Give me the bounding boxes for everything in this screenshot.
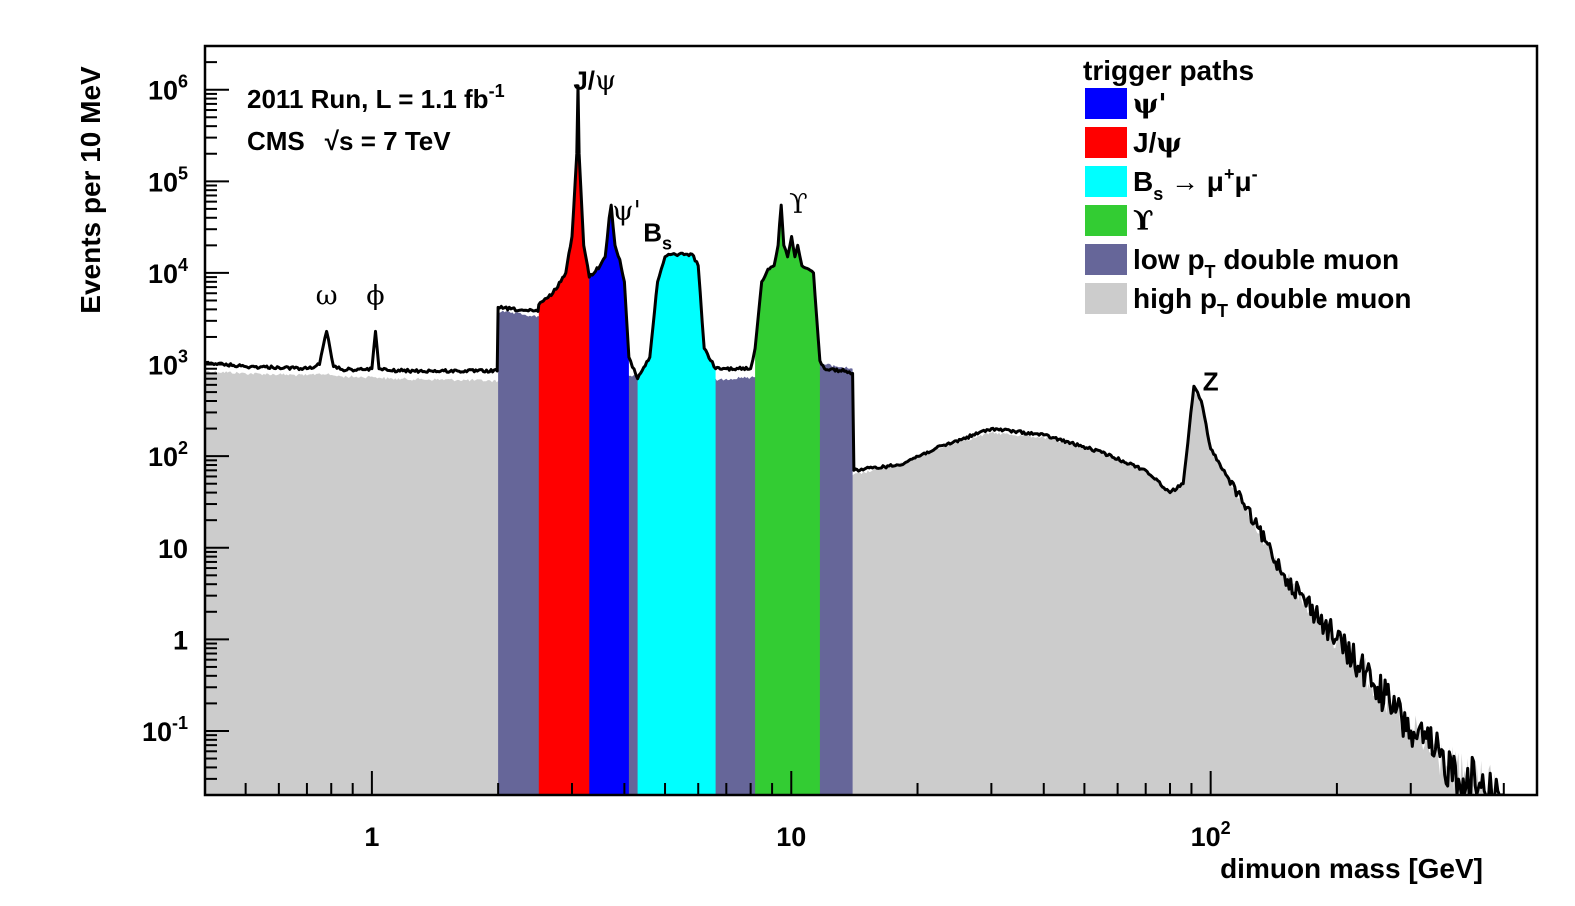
y-tick-label: 1	[173, 625, 188, 655]
peak-label-bs: Bs	[643, 218, 672, 254]
legend-label-6: high pT double muon	[1133, 283, 1412, 321]
series-area-	[755, 205, 820, 795]
y-tick-label: 106	[148, 72, 188, 106]
peak-label-phi: ϕ	[366, 281, 384, 312]
legend-label-5: low pT double muon	[1133, 244, 1399, 282]
legend-label-2: J/ψ	[1133, 127, 1182, 159]
x-axis-label: dimuon mass [GeV]	[1220, 853, 1483, 884]
info-box: 2011 Run, L = 1.1 fb-1 CMS √s = 7 TeV	[247, 81, 505, 156]
legend-swatch-5	[1085, 244, 1127, 275]
peak-label-upsilon: ϒ	[789, 189, 808, 220]
legend-swatch-4	[1085, 205, 1127, 236]
series-area-high-pt-double-muon	[205, 229, 1504, 795]
x-tick-label: 102	[1191, 818, 1231, 852]
x-tick-label: 10	[776, 822, 806, 852]
legend-label-1: ψ'	[1133, 89, 1167, 120]
legend-swatch-2	[1085, 127, 1127, 158]
legend-label-3: Bs → μ+μ-	[1133, 164, 1258, 204]
legend-swatch-6	[1085, 283, 1127, 314]
legend-title: trigger paths	[1083, 55, 1254, 86]
y-tick-label: 105	[148, 163, 188, 197]
legend-swatch-1	[1085, 88, 1127, 119]
peak-label-psiprime: ψ'	[612, 196, 641, 227]
series-area-	[589, 205, 629, 795]
x-tick-label: 1	[364, 822, 379, 852]
legend-label-4: ϒ	[1133, 206, 1154, 237]
y-axis-label: Events per 10 MeV	[75, 66, 106, 314]
cms-info: CMS √s = 7 TeV	[247, 126, 451, 156]
y-tick-label: 10	[158, 534, 188, 564]
plot-frame	[203, 44, 1539, 797]
y-tick-label: 102	[148, 438, 188, 472]
series-area-bs	[637, 253, 716, 795]
peak-label-omega: ω	[316, 281, 338, 312]
y-tick-label: 103	[148, 347, 188, 381]
series-line-total	[205, 84, 1504, 795]
peak-label-jpsi: J/ψ	[573, 66, 616, 97]
run-info: 2011 Run, L = 1.1 fb-1	[247, 81, 505, 114]
peak-label-z: Z	[1203, 367, 1219, 397]
y-tick-label: 10-1	[142, 713, 188, 747]
legend-swatch-3	[1085, 166, 1127, 197]
y-tick-label: 104	[148, 255, 188, 289]
